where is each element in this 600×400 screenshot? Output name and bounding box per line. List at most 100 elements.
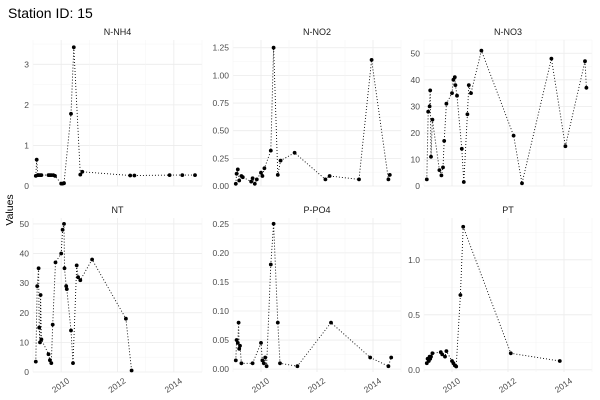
data-point: [387, 173, 392, 177]
panel-n-no2: N-NO2 0.00 0.25 0.50 0.75 1.00 1.25: [212, 27, 402, 191]
data-point: [39, 337, 44, 342]
data-point: [124, 316, 128, 321]
data-point: [455, 93, 459, 98]
data-point: [71, 45, 76, 50]
x-tick-label: 2010: [441, 376, 462, 395]
panel-n-nh4: N-NH4 0 1 2 3: [24, 27, 203, 191]
y-tick-label: 50: [20, 219, 30, 229]
data-point: [430, 117, 435, 122]
data-point: [50, 322, 55, 327]
data-point: [549, 56, 554, 61]
y-tick-label: 0: [24, 367, 29, 377]
data-point: [180, 173, 185, 178]
panel-n-no3: N-NO3 0 10 20 30 40 50: [411, 27, 593, 191]
facet-label: P-PO4: [303, 205, 330, 215]
data-point: [193, 173, 197, 178]
data-point: [563, 144, 568, 149]
data-point: [263, 355, 268, 360]
data-point: [35, 284, 40, 288]
data-point: [62, 222, 66, 226]
y-tick-label: 0.00: [212, 364, 229, 374]
series-line: [426, 49, 587, 184]
data-point: [452, 75, 457, 80]
data-point: [386, 364, 391, 369]
y-tick-label: 0.50: [212, 126, 229, 136]
x-tick-label: 2012: [106, 376, 127, 395]
y-tick-label: 50: [411, 48, 421, 58]
data-point: [236, 320, 241, 325]
facet-label: N-NO3: [494, 27, 522, 37]
data-point: [234, 171, 239, 176]
x-tick-label: 2012: [497, 376, 518, 395]
data-point: [33, 359, 38, 364]
data-point: [167, 173, 172, 178]
data-point: [53, 260, 58, 265]
y-tick-label: 0.15: [212, 277, 229, 287]
data-point: [262, 166, 267, 171]
y-tick-label: 0.5: [408, 310, 420, 320]
y-tick-label: 0.25: [212, 153, 229, 163]
x-tick-label: 2010: [50, 376, 71, 395]
data-point: [461, 224, 466, 229]
data-point: [36, 266, 41, 271]
data-point: [454, 364, 459, 369]
data-point: [60, 227, 65, 232]
data-point: [557, 359, 562, 363]
data-point: [64, 287, 69, 291]
x-tick-label: 2010: [250, 376, 271, 395]
data-point: [234, 338, 239, 342]
data-point: [260, 358, 265, 363]
y-tick-label: 0.0: [408, 365, 420, 375]
data-point: [437, 168, 442, 173]
panel-pt: PT 0.0 0.5 1.0 2010 2012 2014: [408, 205, 593, 395]
data-point: [428, 88, 433, 93]
data-point: [426, 109, 431, 114]
y-tick-label: 10: [411, 154, 421, 164]
data-point: [357, 177, 361, 182]
data-point: [427, 104, 432, 109]
data-point: [268, 262, 273, 267]
panel-p-po4: P-PO4 0.00 0.05 0.10 0.15 0.20 0.25 2010 2012 201…: [212, 205, 402, 395]
data-point: [264, 364, 269, 369]
data-point: [268, 148, 273, 153]
data-point: [466, 83, 471, 87]
data-point: [292, 150, 297, 155]
data-point: [78, 172, 83, 177]
data-point: [444, 349, 449, 353]
data-point: [584, 85, 589, 90]
data-point: [479, 48, 484, 53]
data-point: [250, 176, 255, 181]
chart-title: Station ID: 15: [8, 5, 93, 21]
data-point: [249, 179, 254, 184]
data-point: [429, 354, 433, 359]
data-point: [459, 146, 464, 151]
data-point: [271, 221, 276, 226]
data-point: [389, 355, 394, 360]
y-tick-label: 1.0: [408, 255, 420, 265]
facet-label: N-NO2: [303, 27, 331, 37]
y-tick-label: 20: [411, 128, 421, 138]
data-point: [450, 91, 454, 95]
series-line: [235, 47, 391, 185]
data-point: [429, 154, 433, 159]
data-point: [233, 181, 238, 186]
data-point: [235, 341, 240, 345]
data-point: [39, 173, 44, 178]
data-point: [278, 158, 283, 163]
data-point: [238, 343, 242, 348]
panel-nt: NT 0 10 20 30 40 50 2010 2012 2014: [20, 205, 203, 395]
data-point: [278, 361, 282, 366]
x-tick-label: 2012: [306, 376, 327, 395]
data-point: [430, 351, 435, 356]
x-tick-label: 2014: [163, 376, 184, 395]
series-line: [235, 223, 392, 367]
data-point: [48, 358, 52, 363]
y-tick-label: 0.75: [212, 98, 229, 108]
y-tick-label: 30: [411, 101, 421, 111]
data-point: [37, 325, 42, 330]
data-point: [295, 364, 300, 369]
y-tick-label: 1: [24, 140, 29, 150]
data-point: [250, 361, 255, 366]
facet-label: N-NH4: [104, 27, 132, 37]
data-point: [441, 165, 445, 170]
